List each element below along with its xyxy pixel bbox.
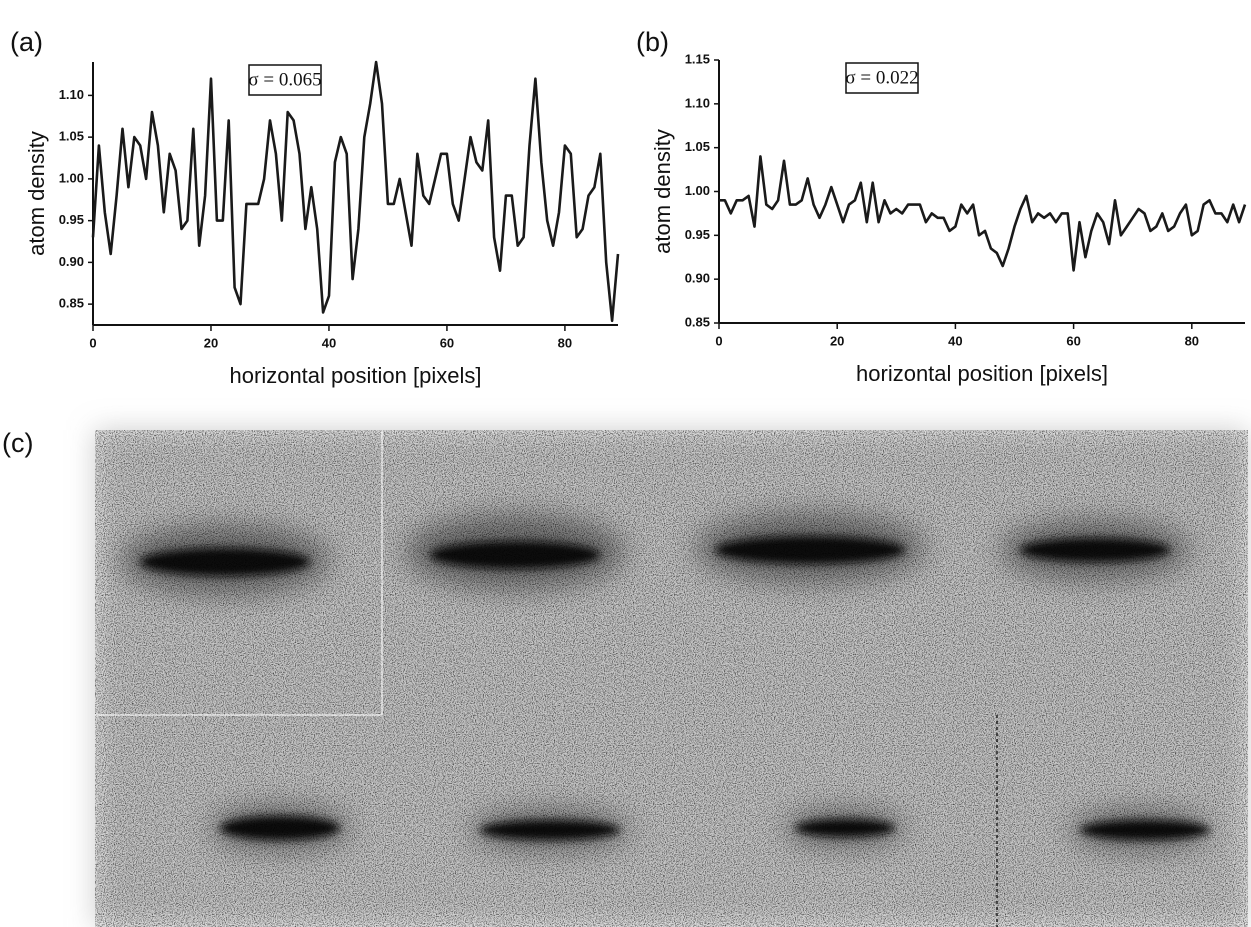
x-tick-label: 60	[1066, 333, 1080, 348]
y-tick-label: 0.90	[59, 254, 84, 269]
y-tick-label: 1.10	[685, 95, 710, 110]
annotation-box	[845, 62, 919, 94]
x-tick-label: 80	[558, 335, 572, 350]
x-tick-label: 60	[440, 335, 454, 350]
x-tick-label: 0	[89, 335, 96, 350]
x-axis-title: horizontal position [pixels]	[230, 363, 482, 388]
y-tick-label: 1.05	[59, 129, 84, 144]
y-tick-label: 0.85	[685, 314, 710, 329]
y-tick-label: 0.90	[685, 271, 710, 286]
x-axis-title: horizontal position [pixels]	[856, 361, 1108, 386]
annotation: σ = 0.065	[248, 69, 321, 90]
panel-label: (c)	[2, 428, 33, 458]
x-tick-label: 40	[948, 333, 962, 348]
annotation: σ = 0.022	[845, 67, 918, 88]
image-noise	[95, 430, 1248, 927]
y-tick-label: 0.85	[59, 296, 84, 311]
y-tick-label: 1.10	[59, 87, 84, 102]
y-tick-label: 0.95	[59, 212, 84, 227]
panel-label: (a)	[10, 27, 43, 57]
annotation-box	[248, 64, 322, 96]
y-tick-label: 1.05	[685, 139, 710, 154]
y-axis-title: atom density	[24, 131, 49, 256]
x-tick-label: 80	[1185, 333, 1199, 348]
panel-label: (b)	[636, 27, 669, 57]
atom-images	[95, 430, 1248, 927]
y-axis-title: atom density	[650, 129, 675, 254]
x-tick-label: 20	[830, 333, 844, 348]
data-line	[719, 155, 1247, 272]
x-tick-label: 20	[204, 335, 218, 350]
y-tick-label: 1.15	[685, 51, 710, 66]
y-tick-label: 1.00	[59, 170, 84, 185]
data-line	[91, 60, 620, 323]
y-tick-label: 0.95	[685, 227, 710, 242]
y-tick-label: 1.00	[685, 183, 710, 198]
x-tick-label: 0	[715, 333, 722, 348]
x-tick-label: 40	[322, 335, 336, 350]
